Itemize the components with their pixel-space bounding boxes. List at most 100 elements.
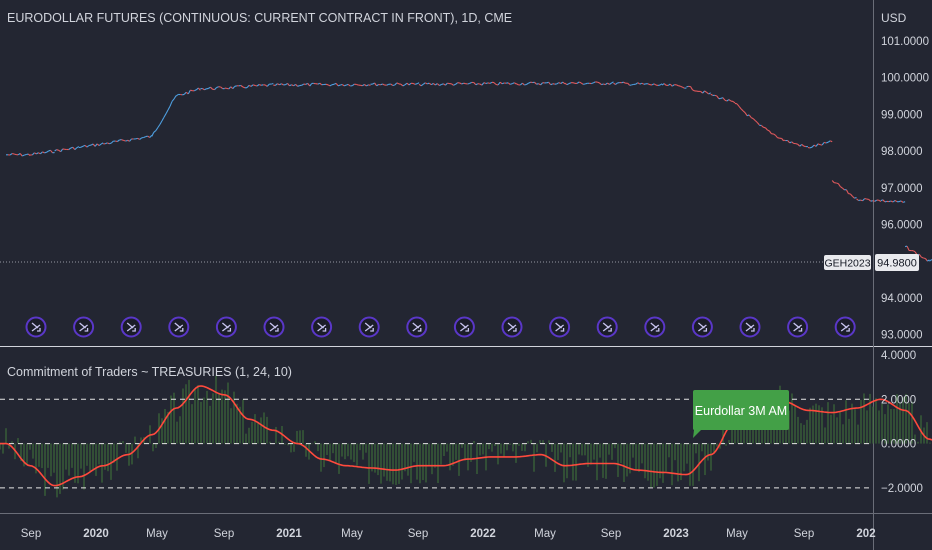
cot-histogram <box>0 375 931 498</box>
price-segment <box>918 253 922 258</box>
split-arrow-icon[interactable] <box>549 316 571 338</box>
split-arrow-icon[interactable] <box>168 316 190 338</box>
price-tick-label: 99.0000 <box>881 109 923 121</box>
price-segment <box>512 82 515 85</box>
price-segment <box>432 82 436 86</box>
price-segment <box>169 101 173 107</box>
price-segment <box>110 140 114 144</box>
price-segment <box>431 82 434 86</box>
price-segment <box>548 81 552 86</box>
price-segment <box>380 83 383 86</box>
price-segment <box>248 84 252 87</box>
split-arrow-icon[interactable] <box>501 316 523 338</box>
price-segment <box>854 196 857 199</box>
price-segment <box>149 134 153 138</box>
price-segment <box>74 147 78 150</box>
price-segment <box>902 201 906 203</box>
price-segment <box>171 98 175 102</box>
price-segment <box>813 144 817 147</box>
callout-box <box>692 390 789 438</box>
price-segment <box>167 106 171 111</box>
price-segment <box>578 81 582 84</box>
price-segment <box>351 83 355 87</box>
price-segment <box>80 145 84 148</box>
price-segment <box>297 85 300 87</box>
price-tick-label: 101.0000 <box>881 36 929 48</box>
price-segment <box>682 86 685 89</box>
price-segment <box>422 82 426 85</box>
chart-title: EURODOLLAR FUTURES (CONTINUOUS: CURRENT … <box>7 11 512 25</box>
price-segment <box>540 82 544 86</box>
indicator-axis[interactable]: 4.0000 2.0000 0.0000 −2.0000 <box>881 350 923 495</box>
price-segment <box>661 83 665 86</box>
price-segment <box>234 85 238 87</box>
price-segment <box>394 82 398 86</box>
split-arrow-icon[interactable] <box>453 316 475 338</box>
price-segment <box>906 245 910 251</box>
indicator-pane[interactable] <box>0 375 932 498</box>
split-arrow-icon[interactable] <box>73 316 95 338</box>
price-segment <box>96 143 100 147</box>
indicator-tick-label: −2.0000 <box>881 483 923 495</box>
price-segment <box>427 82 430 85</box>
price-segment <box>568 82 572 85</box>
price-axis[interactable]: 101.0000 100.0000 99.0000 98.0000 97.0000 96.… <box>881 36 929 342</box>
price-segment <box>208 86 211 89</box>
split-arrow-icon[interactable] <box>406 316 428 338</box>
price-segment <box>609 82 612 85</box>
price-segment <box>708 92 711 95</box>
price-segment <box>295 84 298 87</box>
split-arrow-icon[interactable] <box>691 316 713 338</box>
price-segment <box>621 81 624 84</box>
split-arrow-icon[interactable] <box>120 316 142 338</box>
price-segment <box>615 82 618 85</box>
split-arrow-icon[interactable] <box>358 316 380 338</box>
split-arrow-icon[interactable] <box>787 316 809 338</box>
price-segment <box>710 93 713 96</box>
price-segment <box>335 83 339 87</box>
price-segment <box>686 85 689 88</box>
split-arrow-icon[interactable] <box>263 316 285 338</box>
price-segment <box>60 148 64 153</box>
split-arrow-icon[interactable] <box>644 316 666 338</box>
price-segment <box>815 143 819 147</box>
price-segment <box>740 108 744 112</box>
price-segment <box>266 83 270 87</box>
time-tick-label: May <box>534 528 556 540</box>
time-tick-label: May <box>146 528 168 540</box>
price-segment <box>752 118 756 121</box>
time-axis[interactable]: Sep 2020 May Sep 2021 May Sep 2022 May Sep 2023 May… <box>21 528 876 540</box>
price-segment <box>271 82 274 85</box>
price-segment <box>556 82 560 85</box>
price-segment <box>100 142 104 145</box>
price-segment <box>70 146 73 149</box>
split-arrow-icon[interactable] <box>25 316 47 338</box>
price-segment <box>860 199 863 202</box>
price-segment <box>44 151 47 154</box>
split-arrow-icon[interactable] <box>215 316 237 338</box>
price-segment <box>364 84 367 87</box>
split-arrow-icon[interactable] <box>596 316 618 338</box>
price-segment <box>839 186 843 189</box>
price-segment <box>58 149 62 153</box>
price-segment <box>613 82 616 85</box>
price-segment <box>900 200 904 203</box>
price-segment <box>764 127 768 131</box>
price-segment <box>789 141 792 144</box>
price-segment <box>210 86 213 90</box>
price-segment <box>21 154 25 157</box>
price-segment <box>550 83 554 86</box>
time-tick-label: May <box>726 528 748 540</box>
price-segment <box>159 120 163 125</box>
price-segment <box>329 84 333 87</box>
price-segment <box>24 153 27 156</box>
price-segment <box>489 81 493 84</box>
split-arrow-icon[interactable] <box>739 316 761 338</box>
split-arrow-icon[interactable] <box>834 316 856 338</box>
split-arrow-icon[interactable] <box>311 316 333 338</box>
price-segment <box>400 83 404 87</box>
price-segment <box>107 142 110 145</box>
price-segment <box>528 81 531 84</box>
price-segment <box>593 81 596 84</box>
